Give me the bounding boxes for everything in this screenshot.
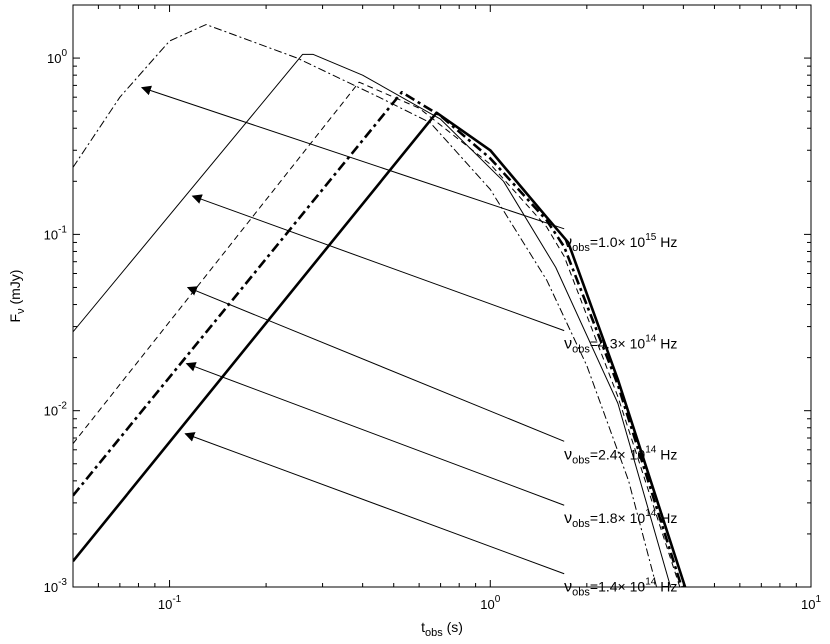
x-tick-label: 101 [801,594,821,612]
annotation-arrow [185,362,565,506]
y-tick-base: 10 [44,404,58,419]
label-exponent: 15 [645,232,657,243]
label-unit: Hz [656,579,677,595]
y-tick-label: 100 [47,48,67,66]
y-axis-label-unit: (mJy) [7,270,23,309]
x-tick-exponent: 1 [815,594,821,605]
label-value: =4.3× 10 [590,336,645,352]
label-value: =1.8× 10 [590,510,645,526]
label-exponent: 14 [645,577,657,588]
series-label: νobs=2.4× 1014 Hz [564,444,677,466]
annotation-arrow [184,432,565,575]
x-tick-exponent: -1 [172,594,181,605]
x-tick-base: 10 [158,597,172,612]
x-axis-label-unit: (s) [443,619,463,635]
series-line-1 [73,53,672,587]
y-tick-exponent: 0 [61,48,67,59]
label-subscript: obs [572,454,590,466]
label-unit: Hz [656,234,677,250]
y-tick-exponent: -2 [58,401,67,412]
y-axis-label-main: F [7,314,23,323]
y-tick-label: 10-1 [44,224,68,242]
series-group [73,24,687,587]
x-tick-label: 100 [480,594,500,612]
x-axis-label-main: t [421,619,425,635]
x-tick-base: 10 [480,597,494,612]
label-subscript: obs [572,344,590,356]
label-subscript: obs [572,518,590,530]
y-tick-label: 10-2 [44,401,68,419]
label-subscript: obs [572,242,590,254]
y-tick-label: 10-3 [44,577,68,595]
y-axis-label: Fν (mJy) [7,270,27,323]
label-unit: Hz [656,510,677,526]
y-tick-base: 10 [44,227,58,242]
label-value: =2.4× 10 [590,446,645,462]
y-tick-exponent: -3 [58,577,67,588]
plot-area [72,4,812,588]
label-exponent: 14 [645,334,657,345]
label-symbol: ν [564,446,572,463]
series-line-2 [73,81,681,587]
series-label: νobs=1.4× 1014 Hz [564,577,677,599]
series-line-0 [73,24,658,587]
x-axis-label: tobs (s) [421,619,463,639]
label-value: =1.0× 10 [590,234,645,250]
label-unit: Hz [656,446,677,462]
series-label: νobs=4.3× 1014 Hz [564,334,677,356]
series-line-3 [73,90,683,587]
x-tick-exponent: 0 [495,594,501,605]
label-value: =1.4× 10 [590,579,645,595]
label-subscript: obs [572,587,590,599]
y-tick-base: 10 [44,580,58,595]
x-axis-label-sub: obs [425,627,443,639]
label-unit: Hz [656,336,677,352]
label-exponent: 14 [645,444,657,455]
label-exponent: 14 [645,508,657,519]
y-tick-exponent: -1 [58,224,67,235]
annotation-arrow [140,85,565,230]
x-tick-label: 10-1 [158,594,182,612]
series-label: νobs=1.8× 1014 Hz [564,508,677,530]
label-symbol: ν [564,510,572,527]
series-line-4 [73,111,687,587]
label-symbol: ν [564,336,572,353]
annotation-arrow [191,194,565,332]
y-tick-base: 10 [47,51,61,66]
label-symbol: ν [564,579,572,596]
annotation-arrow [186,286,565,442]
y-axis-label-sub: ν [15,308,27,314]
label-symbol: ν [564,234,572,251]
series-label: νobs=1.0× 1015 Hz [564,232,677,254]
axis-labels: tobs (s) Fν (mJy) [7,270,463,639]
x-tick-base: 10 [801,597,815,612]
